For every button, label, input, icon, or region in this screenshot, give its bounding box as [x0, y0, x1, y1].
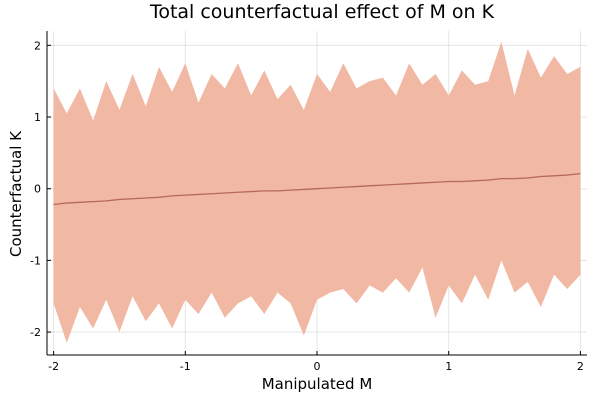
- mean-line: [53, 173, 581, 206]
- y-tick-label: 2: [34, 39, 41, 52]
- confidence-band-area: [53, 41, 581, 343]
- tick-labels: -2 -1 0 1 2 -2 -1 0 1 2: [30, 39, 584, 373]
- axes: [46, 31, 587, 356]
- y-tick-label: -2: [30, 326, 41, 339]
- chart-title: Total counterfactual effect of M on K: [149, 1, 495, 23]
- x-tick-label: -1: [180, 360, 191, 373]
- x-tick-label: 0: [314, 360, 321, 373]
- y-axis-label: Counterfactual K: [7, 130, 25, 257]
- confidence-band: [53, 41, 581, 343]
- y-tick-label: -1: [30, 254, 41, 267]
- x-tick-label: -2: [48, 360, 59, 373]
- x-tick-label: 1: [445, 360, 452, 373]
- y-tick-label: 1: [34, 111, 41, 124]
- y-tick-label: 0: [34, 183, 41, 196]
- x-tick-label: 2: [577, 360, 584, 373]
- x-axis-label: Manipulated M: [262, 375, 373, 393]
- mean-line-path: [53, 173, 581, 206]
